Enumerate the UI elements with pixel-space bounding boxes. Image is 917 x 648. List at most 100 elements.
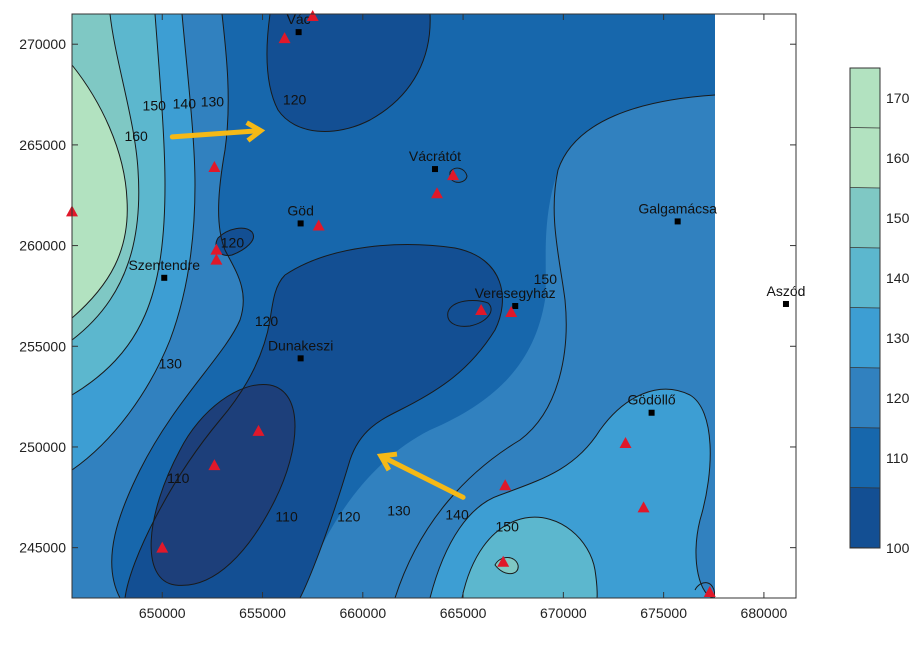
sample-triangle: [619, 436, 632, 448]
contour-label: 110: [167, 470, 190, 486]
x-tick-label: 680000: [741, 605, 788, 621]
legend-separator: [849, 547, 881, 549]
sample-triangle: [312, 219, 325, 231]
contour-label: 150: [143, 98, 167, 114]
x-tick-label: 670000: [540, 605, 587, 621]
legend-swatch: [850, 428, 880, 488]
sample-triangle: [431, 187, 444, 199]
place-label: Vácrátót: [409, 148, 461, 164]
contour-label: 130: [201, 94, 225, 110]
place-label: Gödöllő: [627, 392, 675, 408]
place-marker: [648, 409, 655, 416]
y-tick-label: 245000: [19, 540, 66, 556]
contour-label: 160: [124, 128, 148, 144]
legend-separator: [849, 427, 881, 429]
place-marker: [782, 300, 789, 307]
y-tick-label: 270000: [19, 36, 66, 52]
place-marker: [432, 166, 439, 173]
sample-triangle: [252, 424, 265, 436]
place-marker: [161, 274, 168, 281]
contour-label: 120: [255, 313, 279, 329]
sample-triangle: [306, 10, 319, 22]
contour-label: 130: [159, 355, 183, 371]
x-tick-label: 675000: [640, 605, 687, 621]
place-label: Göd: [287, 202, 313, 218]
place-label: Vác: [287, 11, 311, 27]
band-110-north: [266, 14, 431, 132]
contour-lines: [72, 14, 715, 598]
place-label: Szentendre: [128, 257, 200, 273]
place-marker: [297, 355, 304, 362]
legend-separator: [849, 487, 881, 489]
sample-triangle: [278, 32, 291, 44]
contour-label: 120: [337, 508, 361, 524]
legend-separator: [849, 127, 881, 129]
sample-triangle: [210, 243, 223, 255]
sample-triangle: [497, 555, 510, 567]
place-label: Galgamácsa: [638, 200, 717, 216]
contour-label: 140: [173, 96, 197, 112]
legend-separator: [849, 307, 881, 309]
x-tick-label: 660000: [339, 605, 386, 621]
place-markers: Vác Vácrátót Göd Galgamácsa Szentendre Verese…: [128, 11, 805, 416]
sample-triangle: [499, 479, 512, 491]
sample-triangle: [475, 304, 488, 316]
legend-label: 150: [886, 210, 910, 226]
y-tick-label: 260000: [19, 238, 66, 254]
x-tick-label: 665000: [440, 605, 487, 621]
legend-swatch: [850, 368, 880, 428]
y-tick-label: 250000: [19, 439, 66, 455]
legend-swatch: [850, 128, 880, 188]
contour-label: 120: [221, 235, 245, 251]
flow-arrow: [376, 451, 466, 500]
place-label: Veresegyház: [475, 285, 556, 301]
place-marker: [295, 29, 302, 36]
x-tick-label: 650000: [139, 605, 186, 621]
sample-triangle: [208, 459, 221, 471]
y-axis-ticks: 270000 265000 260000 255000 250000 245000: [19, 36, 796, 556]
place-label: Aszód: [767, 283, 806, 299]
legend-label: 100: [886, 540, 910, 556]
legend-swatch: [850, 488, 880, 548]
flow-arrows: [169, 120, 466, 500]
legend-label: 170: [886, 90, 910, 106]
band-150: [462, 517, 598, 598]
contour-field: [72, 14, 715, 598]
contour-label: 140: [445, 506, 469, 522]
sample-triangle: [447, 169, 460, 181]
contour-label: 120: [283, 92, 307, 108]
y-tick-label: 265000: [19, 137, 66, 153]
contour-label: 150: [534, 271, 558, 287]
legend-swatch: [850, 188, 880, 248]
contour-label: 130: [387, 502, 411, 518]
legend-swatch: [850, 68, 880, 128]
place-marker: [674, 218, 681, 225]
sample-triangle: [208, 161, 221, 173]
sample-triangle: [505, 306, 518, 318]
legend-label: 140: [886, 270, 910, 286]
legend-separator: [849, 247, 881, 249]
place-label: Dunakeszi: [268, 337, 333, 353]
legend-separator: [849, 187, 881, 189]
band-170-west: [72, 65, 128, 318]
legend-colorbar: 170 160 150 140 130 120 110 100: [849, 67, 910, 556]
sample-triangle: [637, 501, 650, 513]
place-marker: [297, 220, 304, 227]
legend-label: 120: [886, 390, 910, 406]
legend-label: 160: [886, 150, 910, 166]
place-marker: [512, 303, 519, 309]
x-tick-label: 655000: [239, 605, 286, 621]
legend-swatch: [850, 308, 880, 368]
flow-arrow: [169, 120, 266, 143]
legend-separator: [849, 367, 881, 369]
legend-label: 110: [886, 450, 909, 466]
y-tick-label: 255000: [19, 338, 66, 354]
legend-label: 130: [886, 330, 910, 346]
sample-triangle: [210, 253, 223, 265]
plot-frame: [71, 13, 797, 599]
sample-triangle: [703, 585, 716, 597]
x-axis-ticks: 650000 655000 660000 665000 670000 675000 6800…: [139, 14, 788, 621]
